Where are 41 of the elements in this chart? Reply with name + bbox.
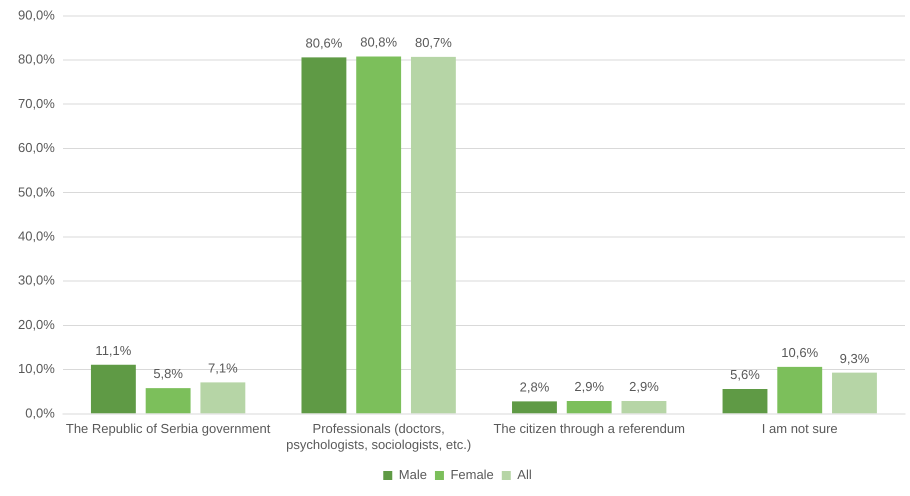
bar <box>722 389 768 414</box>
legend-label: Male <box>398 467 427 482</box>
bar <box>621 400 666 414</box>
data-label: 11,1% <box>95 342 132 358</box>
legend-label: All <box>517 467 532 482</box>
data-label: 2,9% <box>574 379 604 394</box>
data-label: 2,8% <box>520 379 550 394</box>
y-tick-label: 80,0% <box>18 52 56 67</box>
bar <box>200 382 246 414</box>
bar <box>146 388 191 414</box>
bar <box>301 57 346 414</box>
data-label: 80,8% <box>360 34 398 50</box>
data-label: 5,6% <box>730 367 760 382</box>
y-tick-label: 60,0% <box>18 140 56 156</box>
y-tick-label: 30,0% <box>18 272 56 288</box>
data-label: 5,8% <box>153 366 184 382</box>
x-tick-label: The citizen through a referendum <box>493 421 685 436</box>
y-tick-label: 50,0% <box>18 184 56 200</box>
x-tick-label: I am not sure <box>762 421 838 436</box>
bar <box>512 401 557 414</box>
data-label: 2,9% <box>629 379 660 394</box>
x-tick-label: The Republic of Serbia government <box>66 421 271 436</box>
x-tick-label: Professionals (doctors, psychologists, sociologists, etc.) <box>286 421 472 452</box>
y-tick-label: 90,0% <box>18 7 56 22</box>
y-tick-label: 10,0% <box>18 361 56 376</box>
data-label: 7,1% <box>208 360 238 376</box>
bar <box>566 400 612 414</box>
bar <box>410 56 456 414</box>
y-tick-label: 40,0% <box>18 228 56 244</box>
bar <box>356 56 402 414</box>
data-label: 10,6% <box>781 345 819 360</box>
data-label: 80,7% <box>414 35 452 50</box>
y-tick-label: 70,0% <box>18 96 56 111</box>
data-label: 9,3% <box>840 350 870 366</box>
legend-label: Female <box>450 467 494 482</box>
bar <box>90 364 136 414</box>
bar <box>777 366 822 414</box>
y-tick-label: 20,0% <box>18 316 56 332</box>
data-label: 80,6% <box>305 35 343 50</box>
y-tick-label: 0,0% <box>25 405 56 420</box>
bar <box>832 372 877 414</box>
